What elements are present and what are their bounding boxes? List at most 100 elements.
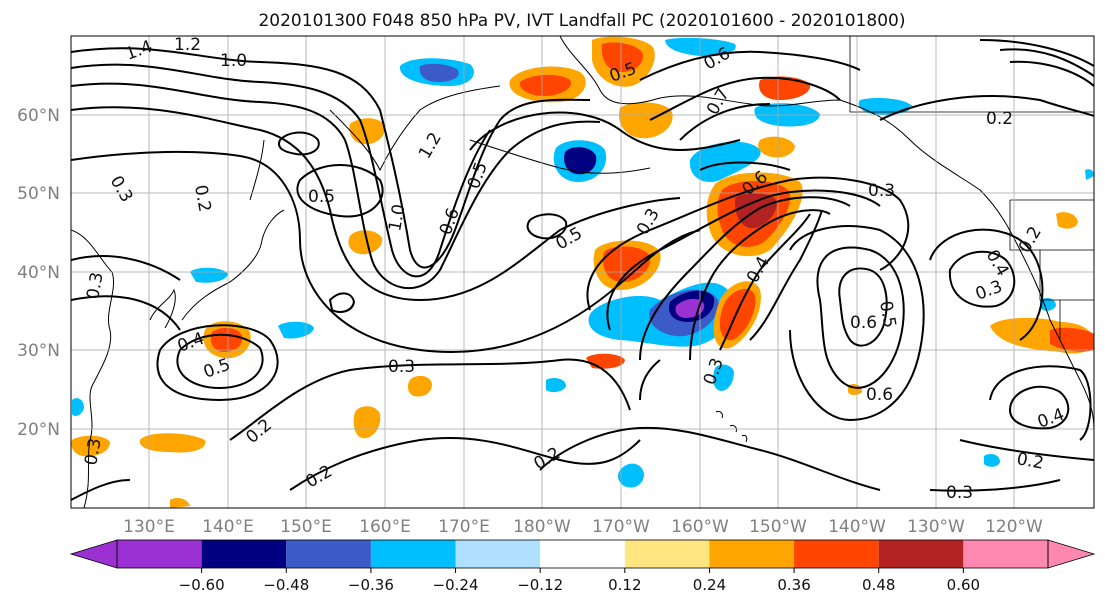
lat-label: 40°N: [17, 263, 60, 283]
contour-line: [229, 358, 631, 441]
contour-label: 0.5: [308, 187, 335, 207]
lon-label: 180°W: [513, 517, 571, 537]
contour-line: [71, 106, 681, 302]
colorbar-tick-label: 0.24: [693, 576, 726, 594]
colorbar-tick-label: −0.24: [433, 576, 479, 594]
colorbar-segment: [624, 540, 710, 568]
contour-line: [539, 426, 881, 491]
lat-label: 60°N: [17, 106, 60, 126]
colorbar-segment: [540, 540, 625, 568]
anomaly-fill: [170, 498, 190, 508]
colorbar-extend-high: [1047, 539, 1096, 569]
contour-line: [71, 295, 181, 331]
contour-line: [71, 63, 491, 278]
anomaly-fill: [1085, 169, 1094, 180]
lat-labels: 60°N 50°N 40°N 30°N 20°N: [17, 106, 60, 440]
contour-label: 1.0: [385, 203, 409, 233]
contour-line: [989, 365, 1092, 441]
contour-line: [689, 209, 831, 361]
colorbar-tick-label: 0.60: [947, 576, 980, 594]
contour-line: [959, 439, 1094, 461]
contour-label: 0.5: [875, 299, 899, 329]
contour-line: [948, 250, 1016, 308]
contour-line: [929, 479, 1061, 492]
colorbar-segment: [709, 540, 795, 568]
contour-label: 0.3: [868, 181, 895, 201]
coastline-alaska: [559, 36, 1094, 431]
contour-label: 0.2: [986, 109, 1013, 129]
anomaly-fill: [602, 246, 651, 282]
contour-label: 0.2: [190, 183, 214, 213]
contour-line: [156, 324, 279, 402]
anomaly-fill: [353, 406, 381, 439]
anomaly-fill: [858, 98, 912, 115]
lon-label: 120°W: [985, 517, 1043, 537]
contour-label: 0.3: [388, 357, 415, 377]
contour-line: [71, 255, 181, 281]
contour-line: [879, 95, 1094, 121]
contour-line: [1009, 60, 1094, 87]
lon-labels: 130°E 140°E 150°E 160°E 170°E 180°W 170°…: [123, 517, 1043, 537]
anomaly-fill: [617, 463, 644, 488]
contour-line: [789, 225, 925, 422]
borders: [849, 36, 1094, 340]
coastline-asia: [71, 229, 114, 508]
map-frame: [70, 35, 1095, 509]
anomaly-fill: [139, 433, 206, 453]
anomaly-fill: [190, 267, 228, 283]
anomaly-fill: [1050, 327, 1094, 352]
lon-label: 170°W: [592, 517, 650, 537]
colorbar-tick-label: 0.36: [777, 576, 810, 594]
contour-line: [606, 189, 881, 331]
contour-line: [71, 150, 701, 353]
contour-line: [296, 164, 384, 218]
lon-label: 150°W: [749, 517, 807, 537]
colorbar-segment: [286, 540, 371, 568]
anomaly-fill: [407, 375, 432, 397]
lon-label: 170°E: [438, 517, 490, 537]
contour-line: [586, 176, 910, 311]
contour-line: [328, 292, 356, 313]
colorbar-segment: [370, 540, 456, 568]
anomaly-fill: [984, 454, 1000, 467]
contour-label: 0.3: [81, 437, 105, 467]
anomaly-fill: [546, 378, 566, 393]
anomaly-fill: [278, 321, 314, 339]
contour-label: 0.6: [866, 385, 893, 405]
lon-label: 150°E: [280, 517, 332, 537]
contour-label: 0.2: [1015, 449, 1045, 473]
contour-line: [649, 76, 841, 121]
colorbar-tick-label: −0.36: [348, 576, 394, 594]
coastline-aleutians: [469, 139, 651, 174]
colorbar-ticks: −0.60 −0.48 −0.36 −0.24 −0.12 0.12 0.24 0.36 0.4…: [179, 568, 980, 594]
lat-label: 30°N: [17, 341, 60, 361]
border-us-canada: [849, 36, 1094, 113]
coastline-kamchatka: [329, 85, 501, 172]
anomaly-fill: [713, 364, 734, 391]
lon-label: 130°W: [907, 517, 965, 537]
lon-label: 160°W: [671, 517, 729, 537]
contour-line: [699, 161, 791, 171]
anomaly-fill: [601, 42, 643, 72]
contour-line: [289, 437, 641, 491]
anomaly-fill: [1040, 298, 1056, 311]
colorbar-segment: [963, 540, 1048, 568]
contour-line: [719, 213, 811, 351]
contour-label: 0.3: [83, 271, 107, 301]
contour-line: [526, 213, 568, 240]
contour-line: [639, 196, 851, 361]
anomaly-fill: [72, 398, 84, 416]
contour-line: [176, 333, 264, 390]
lon-label: 160°E: [359, 517, 411, 537]
contour-line: [278, 131, 320, 156]
anomaly-fill: [618, 102, 673, 139]
coastline-korea: [149, 288, 176, 329]
figure-title: 2020101300 F048 850 hPa PV, IVT Landfall…: [258, 11, 905, 31]
colorbar-segment: [455, 540, 541, 568]
contour-line: [749, 209, 823, 341]
contour-line: [816, 246, 905, 389]
colorbar-frame: [116, 539, 1049, 569]
colorbar-segments: [117, 540, 1048, 568]
contour-line: [71, 479, 131, 501]
